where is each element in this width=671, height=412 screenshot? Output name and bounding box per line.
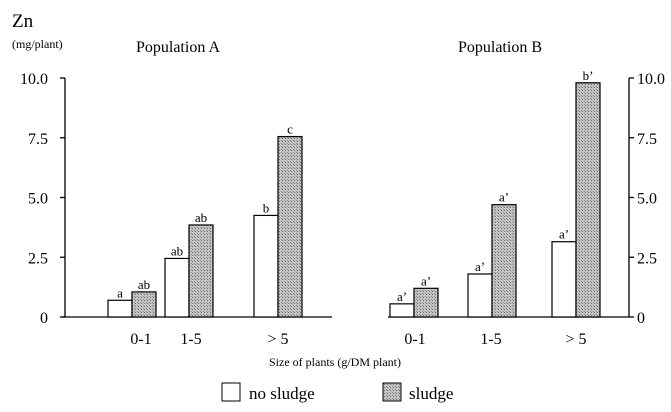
panel-population-a: Population A02.55.07.510.0aab0-1abab1-5b…: [20, 39, 332, 348]
element-label: Zn: [12, 11, 34, 32]
y-tick-label: 5.0: [28, 191, 48, 208]
bar-significance-label: ab: [195, 210, 207, 225]
bar-sludge: [575, 82, 601, 318]
bar-sludge: [413, 287, 439, 318]
bar-significance-label: b: [263, 200, 270, 215]
bar-significance-label: a’: [397, 289, 407, 304]
panel-title: Population A: [136, 39, 220, 56]
bar-no-sludge: [107, 299, 133, 318]
bar-significance-label: ab: [171, 243, 183, 258]
y-tick-label: 0: [637, 310, 645, 327]
y-tick-label: 5.0: [637, 191, 657, 208]
x-tick-label: > 5: [267, 331, 288, 348]
bar-no-sludge: [467, 273, 493, 318]
bar-no-sludge: [253, 214, 279, 318]
y-tick-label: 0: [40, 310, 48, 327]
bar-significance-label: a’: [499, 190, 509, 205]
bar-no-sludge: [551, 241, 577, 318]
y-tick-label: 10.0: [637, 71, 665, 88]
y-tick-label: 10.0: [20, 71, 48, 88]
bar-sludge: [131, 291, 157, 318]
x-tick-label: > 5: [565, 331, 586, 348]
bar-significance-label: a’: [559, 227, 569, 242]
y-tick-label: 2.5: [28, 250, 48, 267]
bar-no-sludge: [164, 257, 190, 318]
x-tick-label: 0-1: [404, 331, 425, 348]
bar-significance-label: ab: [138, 277, 150, 292]
bar-no-sludge: [389, 303, 415, 318]
panel-population-b: Population B 0 2.5 5.0 7.5 10.0 a’ a’ 0-1 a’ a’ 1-5…: [388, 39, 665, 348]
unit-label: (mg/plant): [12, 37, 63, 51]
x-tick-label: 1-5: [480, 331, 501, 348]
panel-title: Population B: [458, 39, 542, 56]
y-tick-label: 7.5: [28, 131, 48, 148]
legend: no sludge sludge: [221, 382, 453, 403]
legend-label-no-sludge: no sludge: [249, 384, 315, 403]
legend-swatch-no-sludge: [221, 382, 241, 402]
bar-significance-label: c: [287, 122, 293, 137]
x-axis-label: Size of plants (g/DM plant): [269, 355, 401, 369]
legend-swatch-sludge: [382, 382, 402, 402]
bar-sludge: [491, 204, 517, 318]
bar-significance-label: b’: [583, 68, 594, 83]
bar-sludge: [277, 135, 303, 318]
bar-significance-label: a’: [475, 259, 485, 274]
legend-label-sludge: sludge: [409, 384, 453, 403]
bar-significance-label: a’: [421, 273, 431, 288]
y-tick-label: 7.5: [637, 131, 657, 148]
x-tick-label: 1-5: [180, 331, 201, 348]
bar-sludge: [188, 224, 214, 318]
bar-significance-label: a: [117, 285, 123, 300]
x-tick-label: 0-1: [130, 331, 151, 348]
y-tick-label: 2.5: [637, 250, 657, 267]
